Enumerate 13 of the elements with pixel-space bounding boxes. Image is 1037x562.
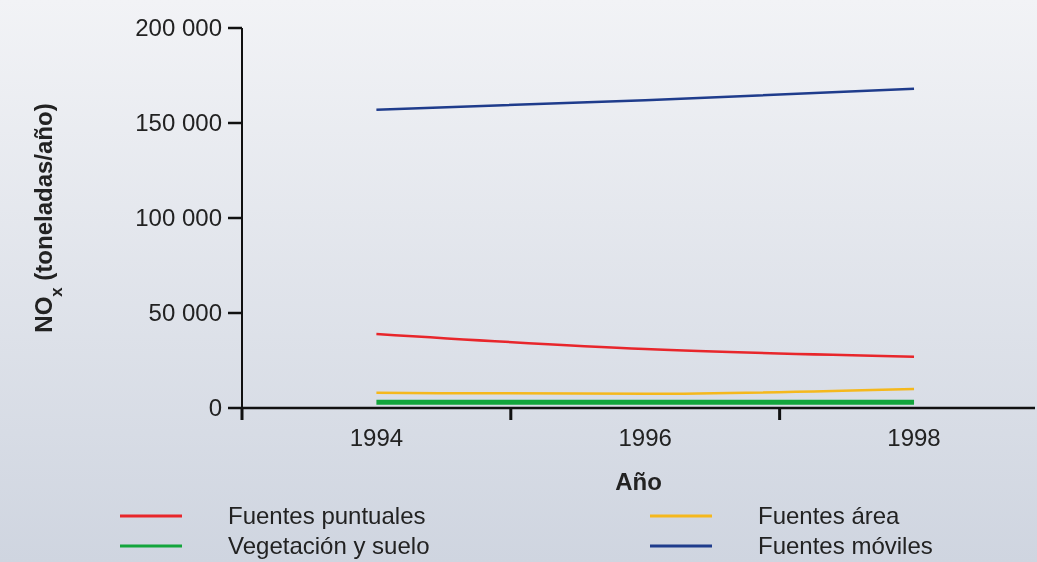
x-tick-label: 1996 (618, 424, 672, 451)
x-axis-title: Año (615, 468, 662, 495)
legend-label: Fuentes puntuales (228, 502, 426, 530)
legend-label: Fuentes móviles (758, 532, 933, 560)
y-tick-label: 150 000 (135, 109, 222, 137)
y-tick-label: 0 (208, 394, 222, 422)
y-tick-label: 100 000 (135, 204, 222, 232)
legend-label: Fuentes área (758, 502, 901, 530)
y-tick-label: 50 000 (148, 299, 222, 327)
x-tick-label: 1994 (349, 424, 404, 451)
x-tick-label: 1998 (887, 424, 941, 451)
legend-label: Vegetación y suelo (228, 532, 430, 560)
y-tick-label: 200 000 (135, 14, 222, 42)
